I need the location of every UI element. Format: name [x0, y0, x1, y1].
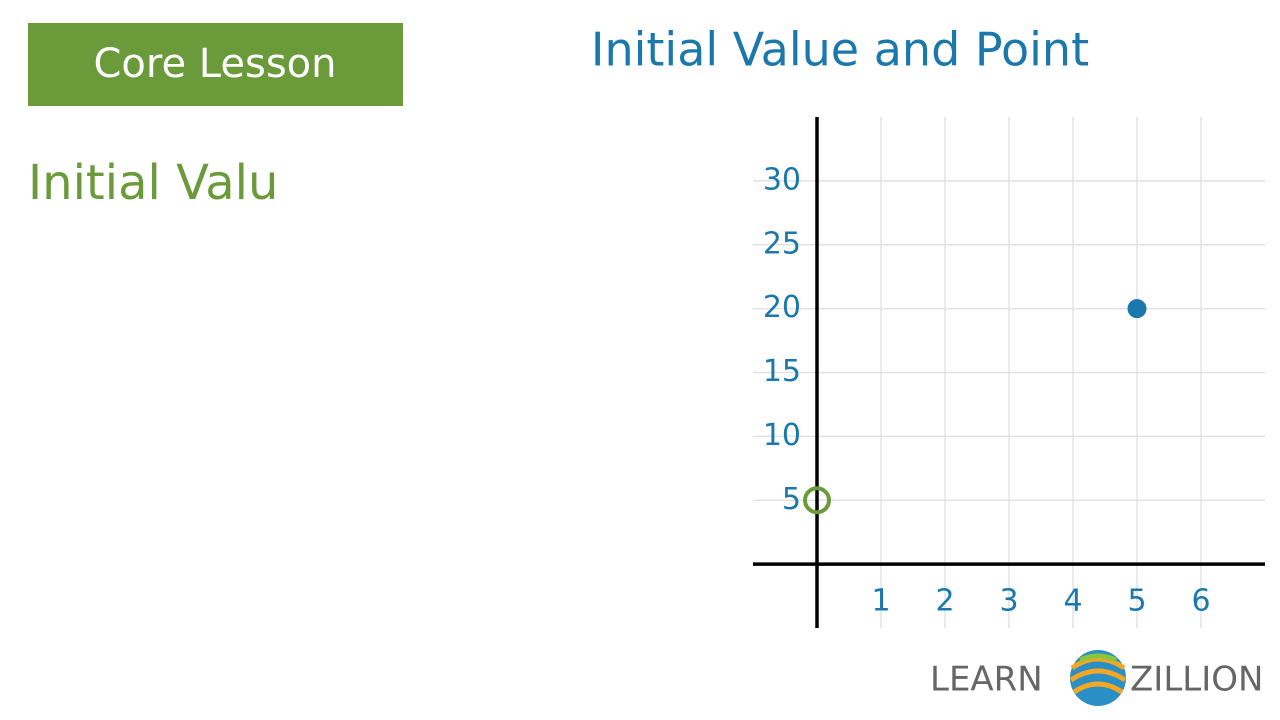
- x-tick-label: 2: [935, 584, 954, 619]
- x-tick-label: 6: [1191, 584, 1210, 619]
- y-tick-label: 5: [782, 482, 801, 517]
- y-tick-label: 15: [763, 354, 801, 389]
- heading: Initial Valu: [28, 155, 278, 211]
- chart-title: Initial Value and Point: [591, 23, 1089, 77]
- point: [803, 486, 831, 515]
- y-tick-label: 25: [763, 226, 801, 261]
- point: [1127, 299, 1147, 319]
- logo: LEARN ZILLION: [930, 650, 1263, 706]
- y-tick-label: 10: [763, 418, 801, 453]
- logo-swirl: [1078, 653, 1118, 663]
- logo-right: ZILLION: [1130, 660, 1263, 700]
- x-tick-label: 5: [1127, 584, 1146, 619]
- plot: 1 2 3 4 5 6 5 10 15 20 25 30: [753, 117, 1265, 628]
- y-tick-label: 30: [763, 162, 801, 197]
- logo-swirl: [1069, 656, 1127, 695]
- x-tick-label: 1: [871, 584, 890, 619]
- y-tick-label: 20: [763, 290, 801, 325]
- x-tick-label: 4: [1063, 584, 1082, 619]
- x-tick-label: 3: [999, 584, 1018, 619]
- logo-left: LEARN: [930, 660, 1043, 700]
- badge-box: [28, 23, 403, 106]
- badge: Core Lesson: [94, 41, 337, 87]
